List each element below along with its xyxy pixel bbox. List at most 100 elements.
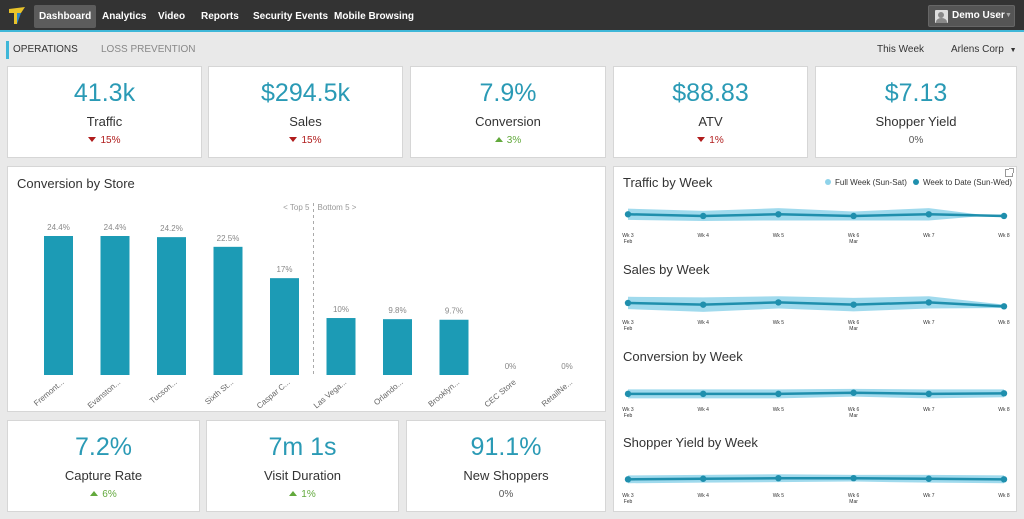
month-tick-label: Feb: [624, 499, 633, 505]
kpi-label: ATV: [698, 114, 723, 129]
nav-analytics[interactable]: Analytics: [102, 11, 147, 22]
week-point: [850, 301, 857, 308]
month-tick-label: Feb: [624, 326, 633, 332]
week-to-date-line: [628, 391, 1005, 396]
tab-operations[interactable]: OPERATIONS: [6, 41, 78, 59]
weekly-trends-panel: Full Week (Sun-Sat) Week to Date (Sun-We…: [613, 166, 1017, 512]
kpi-card-traffic[interactable]: 41.3k Traffic 15%: [7, 66, 202, 158]
bar-value-label: 9.8%: [388, 306, 406, 315]
legend-full-week: Full Week (Sun-Sat): [825, 178, 907, 187]
period-selector[interactable]: This Week: [877, 44, 925, 55]
legend-dot-icon: [913, 179, 919, 185]
week-point: [1000, 390, 1008, 397]
week-tick-label: Wk 8: [998, 407, 1010, 413]
week-tick-label: Wk 6: [848, 233, 860, 239]
bar-value-label: 10%: [333, 305, 349, 314]
bar-value-label: 0%: [561, 362, 573, 371]
kpi-card-atv[interactable]: $88.83 ATV 1%: [613, 66, 808, 158]
bar: [213, 246, 243, 375]
week-tick-label: Wk 7: [923, 493, 935, 499]
nav-mobile-browsing[interactable]: Mobile Browsing: [334, 11, 414, 22]
week-point: [850, 212, 857, 220]
week-tick-label: Wk 4: [698, 233, 710, 239]
week-point: [624, 211, 632, 218]
kpi-value: 91.1%: [470, 433, 542, 461]
kpi-value: $7.13: [884, 79, 948, 107]
kpi-change-value: 3%: [506, 135, 522, 146]
top-nav-bar: Dashboard Analytics Video Reports Securi…: [0, 0, 1024, 32]
arrow-up-icon: [289, 491, 298, 496]
month-tick-label: Mar: [849, 499, 858, 505]
kpi-value: 7.2%: [75, 433, 132, 461]
week-tick-label: Wk 5: [773, 233, 785, 239]
week-tick-label: Wk 3: [622, 320, 634, 326]
bar-category-label: Sixth St...: [203, 378, 235, 407]
org-selector[interactable]: Arlens Corp ▼: [951, 41, 1017, 59]
bar-value-label: 24.4%: [104, 223, 127, 232]
conversion-by-store-panel: Conversion by Store < Top 5 Bottom 5 > 24.…: [7, 166, 606, 412]
nav-video[interactable]: Video: [158, 11, 186, 22]
bottom-5-label: Bottom 5 >: [318, 203, 357, 212]
kpi-value: 7.9%: [479, 79, 537, 107]
kpi-card-new-shoppers[interactable]: 91.1% New Shoppers 0%: [406, 420, 606, 512]
kpi-label: Sales: [289, 114, 322, 129]
external-link-icon[interactable]: [1005, 168, 1014, 177]
arrow-up-icon: [90, 491, 99, 496]
week-point: [1000, 303, 1008, 310]
week-point: [624, 299, 632, 307]
week-tick-label: Wk 3: [622, 233, 634, 239]
bar-category-label: Fremont...: [32, 378, 66, 408]
kpi-change-value: 1%: [301, 489, 316, 500]
bar-category-label: RetailNe...: [540, 378, 574, 409]
week-point: [1000, 212, 1008, 220]
bar-value-label: 24.4%: [47, 223, 70, 232]
kpi-change-value: 15%: [100, 135, 121, 146]
kpi-card-conversion[interactable]: 7.9% Conversion 3%: [410, 66, 606, 158]
week-tick-label: Wk 7: [923, 233, 935, 239]
week-tick-label: Wk 7: [923, 407, 935, 413]
tab-loss-prevention[interactable]: LOSS PREVENTION: [101, 44, 196, 55]
month-tick-label: Feb: [624, 413, 633, 419]
kpi-card-shopper-yield[interactable]: $7.13 Shopper Yield 0%: [815, 66, 1017, 158]
week-to-date-line: [627, 476, 1005, 481]
kpi-card-visit-duration[interactable]: 7m 1s Visit Duration 1%: [206, 420, 399, 512]
bar: [44, 236, 73, 375]
nav-security-events[interactable]: Security Events: [253, 11, 329, 22]
bar-category-label: Evanston...: [86, 378, 122, 411]
app-logo-icon[interactable]: [9, 7, 25, 24]
nav-dashboard[interactable]: Dashboard: [34, 5, 97, 28]
week-chart-title: Conversion by Week: [623, 349, 743, 364]
user-menu-button[interactable]: Demo User ▼: [928, 5, 1015, 27]
week-point: [700, 475, 707, 482]
kpi-value: $294.5k: [261, 79, 350, 107]
bar: [439, 319, 469, 375]
bar-category-label: Las Vega...: [312, 378, 348, 411]
bar-category-label: Caspar C...: [255, 378, 292, 411]
week-point: [775, 475, 782, 482]
week-to-date-line: [627, 213, 1005, 218]
kpi-change: 0%: [407, 489, 605, 500]
bar-category-label: Brooklyn...: [427, 378, 462, 409]
week-point: [624, 390, 632, 398]
bar-category-label: Tucson...: [148, 378, 179, 406]
legend-dot-icon: [825, 179, 831, 185]
kpi-card-sales[interactable]: $294.5k Sales 15%: [208, 66, 403, 158]
kpi-change: 1%: [614, 135, 807, 146]
panel-title: Conversion by Store: [17, 176, 135, 191]
week-tick-label: Wk 5: [773, 320, 785, 326]
kpi-card-capture-rate[interactable]: 7.2% Capture Rate 6%: [7, 420, 200, 512]
week-point: [925, 475, 932, 482]
nav-reports[interactable]: Reports: [201, 11, 239, 22]
arrow-up-icon: [494, 137, 503, 142]
month-tick-label: Feb: [624, 239, 633, 245]
kpi-change-value: 6%: [102, 489, 117, 500]
week-point: [850, 389, 857, 396]
caret-down-icon: ▼: [1009, 47, 1017, 54]
kpi-change-value: 0%: [908, 135, 924, 146]
week-point: [700, 390, 707, 398]
week-point: [925, 390, 932, 398]
month-tick-label: Mar: [849, 239, 858, 245]
week-tick-label: Wk 8: [998, 493, 1010, 499]
kpi-change: 15%: [8, 135, 201, 146]
